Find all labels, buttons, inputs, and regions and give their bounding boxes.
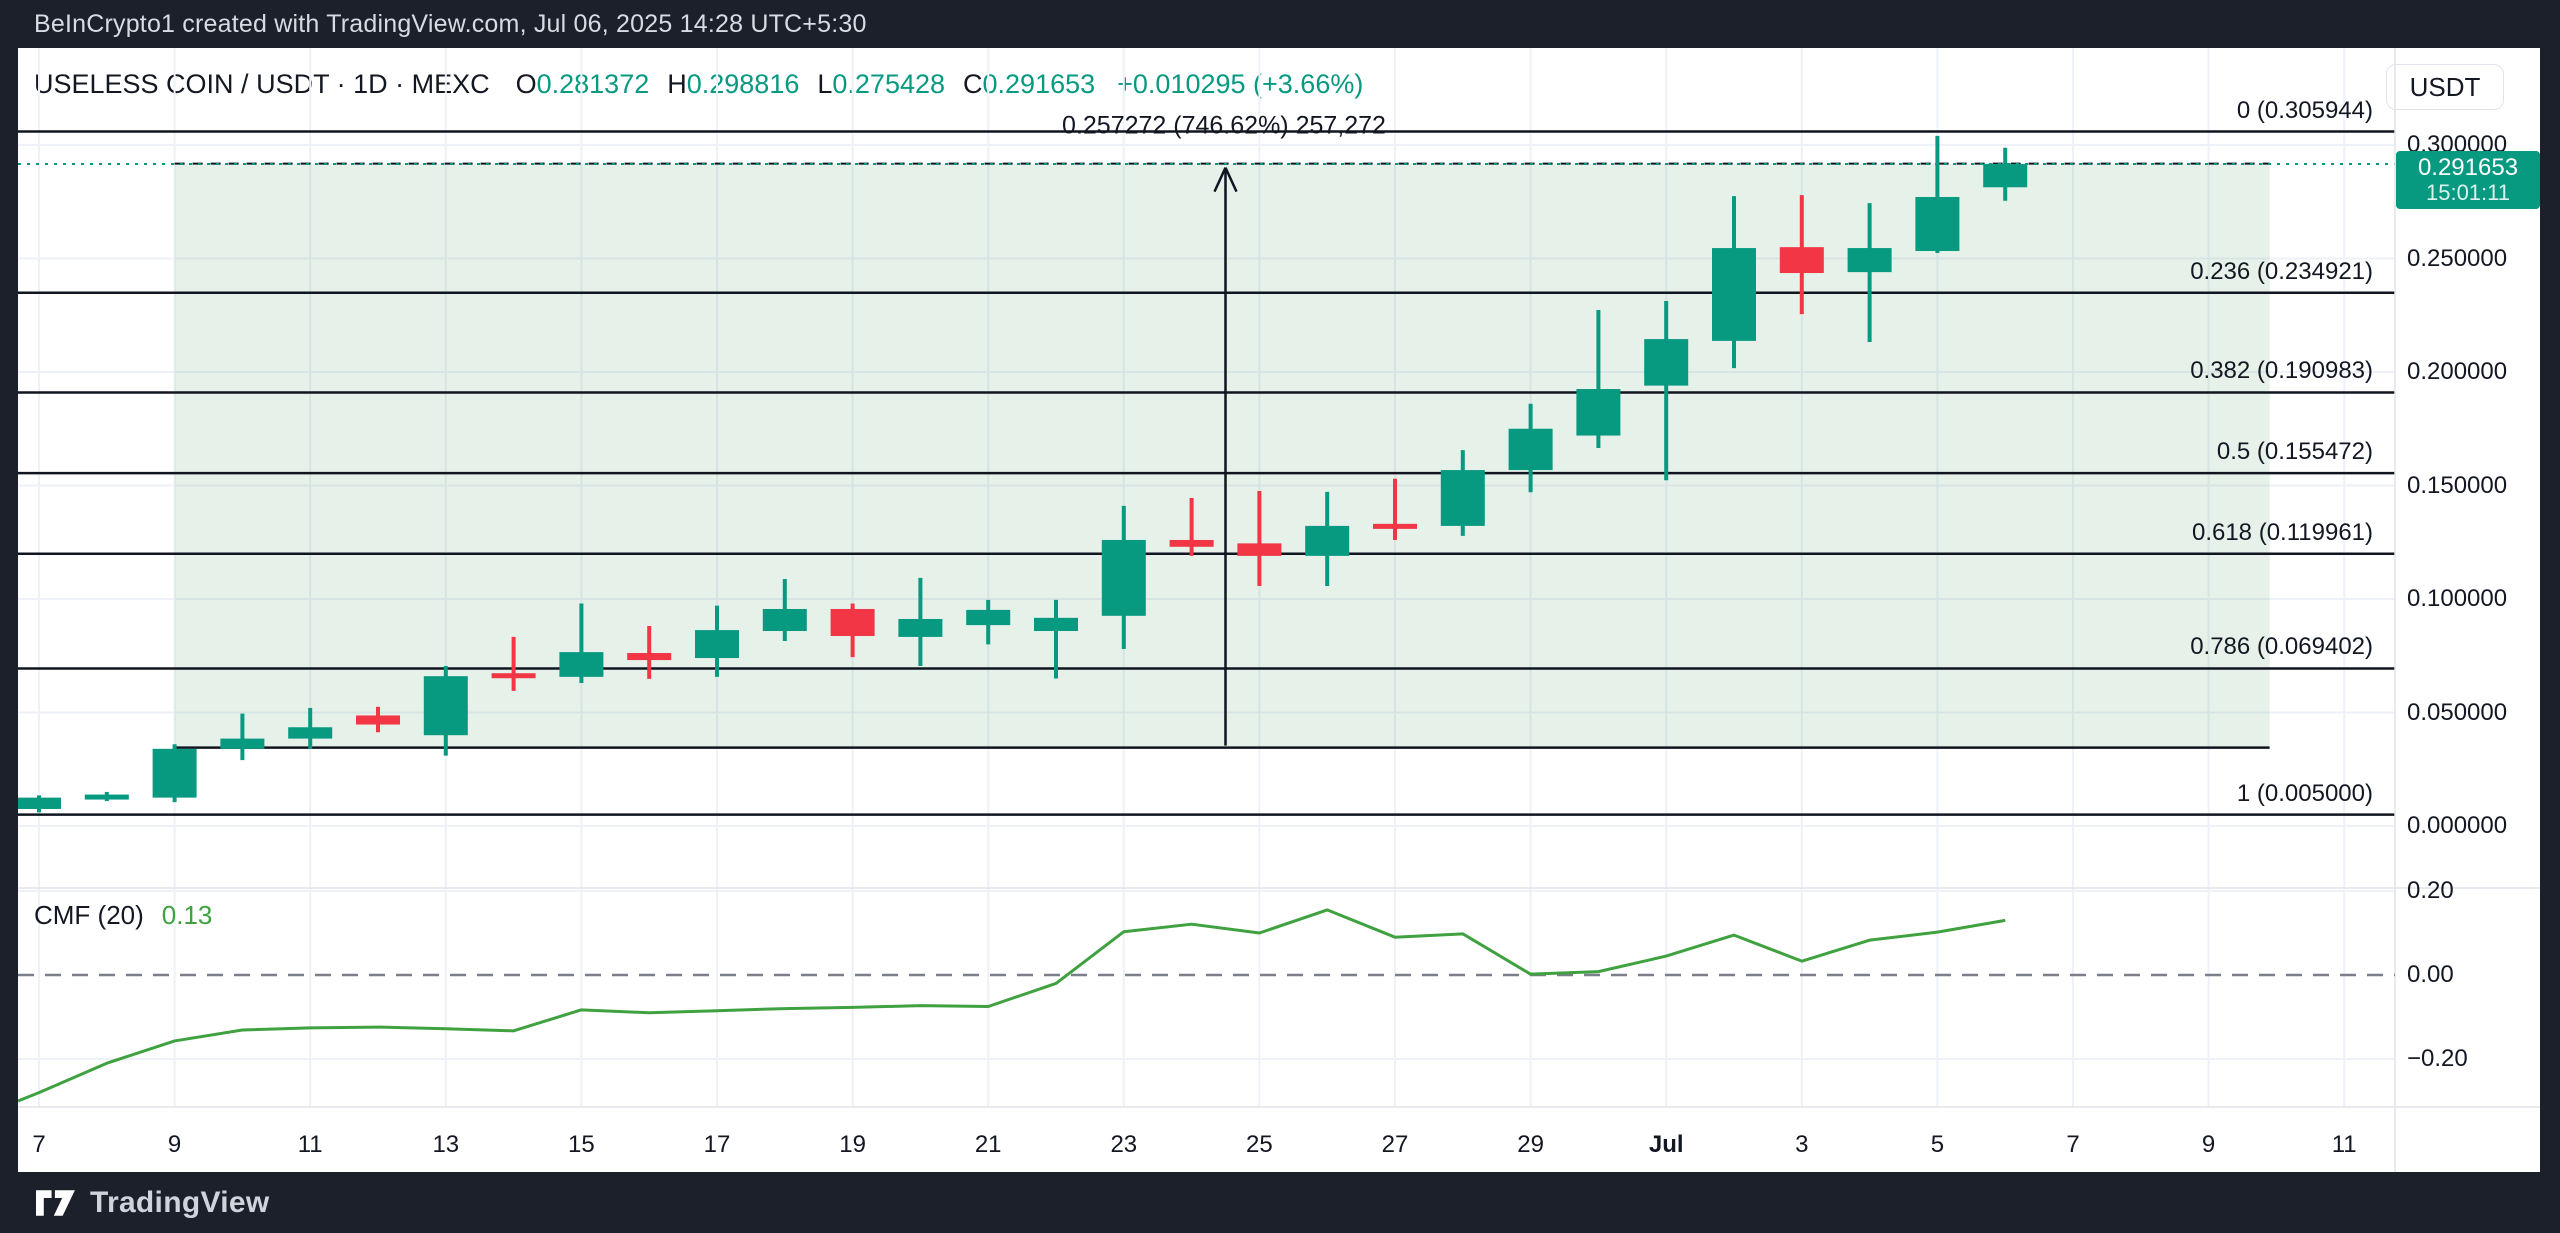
candle	[830, 603, 875, 658]
time-tick-label: 17	[703, 1131, 731, 1158]
candle	[762, 579, 807, 641]
candles	[18, 135, 2028, 813]
current-price-badge: 0.291653 15:01:11	[2396, 151, 2540, 209]
cmf-legend: CMF (20) 0.13	[34, 900, 212, 931]
candle	[1915, 135, 1960, 254]
candle	[1712, 196, 1756, 369]
tradingview-logo-text: TradingView	[90, 1185, 270, 1219]
candle	[559, 603, 604, 683]
candle	[1847, 203, 1892, 343]
symbol-title[interactable]: USELESS COIN / USDT · 1D · MEXC	[34, 68, 490, 99]
candle	[1169, 497, 1214, 556]
price-tick-label: 0.000000	[2407, 812, 2508, 839]
tradingview-logo-icon	[36, 1189, 75, 1216]
candle	[220, 713, 265, 761]
top-bar: BeInCrypto1 created with TradingView.com…	[0, 0, 2560, 48]
ohlc-close: C0.291653	[963, 68, 1096, 99]
time-tick-label: 7	[32, 1131, 46, 1158]
candle	[1644, 300, 1689, 481]
time-tick-label: 23	[1110, 1131, 1138, 1158]
currency-usdt-button[interactable]: USDT	[2386, 64, 2504, 110]
candle	[1983, 147, 2028, 201]
cmf-tick-label: −0.20	[2407, 1045, 2468, 1072]
ohlc-low: L0.275428	[817, 68, 946, 99]
price-chart-canvas[interactable]	[18, 48, 2540, 1172]
time-tick-label: 27	[1381, 1131, 1409, 1158]
badge-price: 0.291653	[2417, 154, 2519, 181]
price-range-label[interactable]: 0.257272 (746.62%) 257,272	[1062, 111, 1386, 140]
candle	[288, 707, 333, 749]
cmf-title[interactable]: CMF (20)	[34, 900, 144, 930]
time-tick-label: 21	[974, 1131, 1002, 1158]
ohlc-high: H0.298816	[667, 68, 800, 99]
candle	[1237, 490, 1282, 587]
price-tick-label: 0.150000	[2407, 471, 2508, 499]
chart-area[interactable]: USELESS COIN / USDT · 1D · MEXC O0.28137…	[18, 48, 2540, 1172]
cmf-line	[18, 908, 2006, 1103]
price-range-arrow	[1213, 167, 1238, 746]
price-tick-label: 0.200000	[2407, 358, 2508, 385]
fib-levels	[18, 130, 2395, 816]
time-tick-label: 29	[1517, 1131, 1544, 1158]
candle	[18, 795, 61, 813]
price-tick-label: 0.100000	[2407, 585, 2508, 612]
candle	[1373, 478, 1417, 540]
candle	[695, 605, 739, 677]
candle	[1101, 505, 1146, 649]
time-tick-label: Jul	[1648, 1131, 1684, 1158]
candle	[1305, 491, 1350, 587]
cmf-tick-label: 0.00	[2407, 961, 2454, 988]
badge-countdown: 15:01:11	[2425, 180, 2510, 205]
cmf-tick-label: 0.20	[2407, 877, 2454, 904]
time-tick-label: 11	[297, 1131, 323, 1158]
time-tick-label: 9	[2201, 1131, 2216, 1158]
tradingview-logo[interactable]: TradingView	[0, 1186, 269, 1220]
candle	[356, 706, 400, 733]
candle	[627, 626, 672, 679]
time-tick-label: 15	[568, 1131, 595, 1158]
time-tick-label: 11	[2331, 1131, 2357, 1158]
time-tick-label: 25	[1246, 1131, 1273, 1158]
price-tick-label: 0.250000	[2407, 244, 2508, 272]
price-range-box	[174, 162, 2270, 749]
time-tick-label: 19	[839, 1131, 866, 1158]
candle	[1440, 450, 1485, 536]
candle	[1779, 195, 1824, 315]
time-tick-label: 5	[1930, 1131, 1945, 1158]
time-tick-label: 7	[2066, 1131, 2080, 1158]
time-tick-label: 13	[432, 1131, 460, 1158]
snapshot-attribution: BeInCrypto1 created with TradingView.com…	[34, 9, 867, 38]
candle	[898, 577, 943, 666]
candle	[1034, 599, 1078, 679]
candle	[423, 665, 468, 756]
price-change: +0.010295 (+3.66%)	[1117, 68, 1364, 99]
ohlc-open: O0.281372	[515, 68, 650, 99]
time-axis[interactable]: 7 9 11 13 15 17 19 21 23 25 27 29 Jul 3 5 7 9 11	[18, 1108, 2540, 1172]
candle	[1576, 310, 1621, 449]
chart-header: USELESS COIN / USDT · 1D · MEXC O0.28137…	[34, 64, 1363, 104]
candle	[1508, 403, 1553, 493]
currency-usdt-label: USDT	[2409, 71, 2481, 102]
candle	[152, 744, 197, 803]
candle	[966, 599, 1011, 645]
pane-separators	[18, 48, 2540, 1172]
cmf-current-value: 0.13	[161, 900, 213, 930]
time-tick-label: 9	[167, 1131, 182, 1158]
candle	[84, 791, 129, 802]
price-tick-label: 0.050000	[2407, 698, 2508, 726]
candle	[491, 636, 536, 691]
time-tick-label: 3	[1795, 1131, 1809, 1158]
bottom-bar: TradingView	[0, 1172, 2560, 1233]
